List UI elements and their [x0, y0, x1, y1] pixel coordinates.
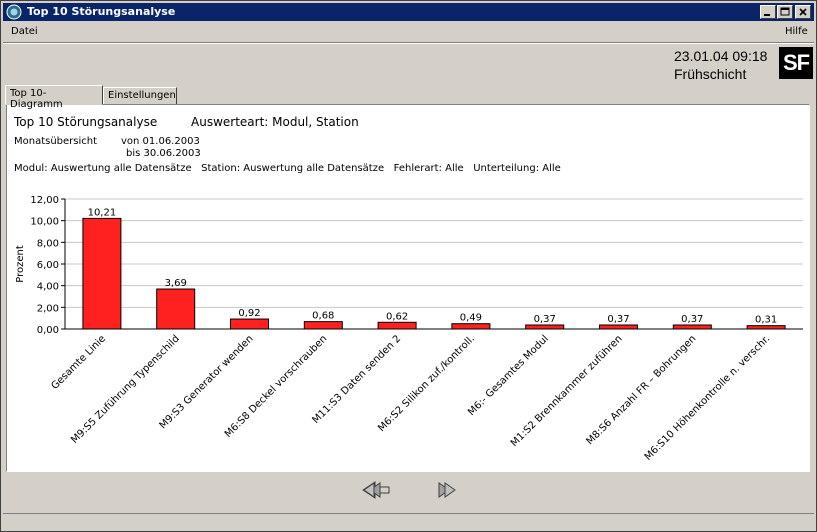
y-tick-label: 0,00 [37, 325, 59, 336]
minimize-icon [764, 14, 770, 16]
title-bar[interactable]: Top 10 Störungsanalyse [3, 3, 814, 21]
maximize-button[interactable] [777, 5, 793, 19]
evaluation-type: Auswerteart: Modul, Station [191, 115, 359, 129]
menu-help[interactable]: Hilfe [785, 26, 808, 37]
menu-bar: Datei Hilfe [3, 23, 814, 41]
bar-value-label: 0,68 [312, 311, 334, 322]
x-category-label: M6:S10 Höhenkontrolle n. verschr. [643, 333, 772, 462]
tab-top10-diagram[interactable]: Top 10-Diagramm [5, 85, 103, 110]
navigation-bar [3, 475, 814, 515]
shift-text: Frühschicht [674, 66, 747, 82]
status-bar [3, 513, 814, 530]
bar [230, 318, 269, 330]
bar-chart: Prozent 0,00 2,00 4,00 6,00 8,00 10,00 12,00 10,… [15, 195, 803, 463]
diagram-panel: Top 10 Störungsanalyse Auswerteart: Modu… [6, 104, 810, 472]
period-label: Monatsübersicht [14, 136, 98, 147]
bar [82, 217, 122, 330]
filter-summary: Modul: Auswertung alle Datensätze Statio… [14, 163, 561, 174]
maximize-icon [780, 7, 790, 16]
bar [451, 323, 491, 330]
bar [525, 324, 565, 330]
y-tick-label: 4,00 [37, 282, 59, 293]
x-category-label: M6:- Gesamtes Modul [466, 333, 551, 418]
bar [156, 288, 196, 330]
bar-value-label: 0,92 [238, 308, 260, 319]
y-tick-label: 6,00 [37, 260, 59, 271]
bar [672, 324, 712, 330]
app-icon [6, 4, 22, 20]
tab-settings[interactable]: Einstellungen [103, 87, 177, 105]
datetime-display: 23.01.04 09:18 Frühschicht [674, 47, 767, 83]
y-tick-label: 8,00 [37, 238, 59, 249]
bar [377, 321, 417, 330]
bar [599, 324, 638, 330]
datetime-text: 23.01.04 09:18 [674, 48, 768, 64]
y-axis-label: Prozent [15, 245, 26, 283]
y-tick-label: 2,00 [37, 303, 59, 314]
y-tick-label: 10,00 [30, 217, 59, 228]
bar-value-label: 10,21 [88, 207, 117, 218]
next-button[interactable] [427, 479, 459, 501]
report-title: Top 10 Störungsanalyse [14, 115, 158, 129]
company-logo: SF [779, 47, 813, 79]
period-from: von 01.06.2003 [121, 136, 200, 147]
close-icon [799, 8, 807, 16]
minimize-button[interactable] [760, 5, 776, 19]
bar [746, 325, 786, 330]
window-title: Top 10 Störungsanalyse [27, 5, 176, 18]
y-tick-label: 12,00 [30, 195, 59, 206]
bar-value-label: 0,37 [534, 314, 556, 325]
bar-value-label: 0,49 [460, 313, 482, 324]
close-button[interactable] [795, 5, 811, 19]
menu-file[interactable]: Datei [11, 26, 38, 37]
previous-button[interactable] [360, 479, 392, 501]
tab-label: Einstellungen [108, 90, 176, 101]
x-category-label: Gesamte Linie [49, 333, 108, 392]
bar-value-label: 3,69 [165, 278, 187, 289]
bar-value-label: 0,31 [755, 315, 777, 326]
menu-divider [3, 42, 814, 44]
bar-value-label: 0,37 [681, 314, 703, 325]
next-icon [438, 482, 456, 498]
tab-label: Top 10-Diagramm [10, 88, 63, 110]
bar-value-label: 0,37 [607, 314, 629, 325]
bar [303, 321, 343, 330]
period-to: bis 30.06.2003 [126, 148, 201, 159]
previous-icon [362, 481, 390, 499]
bar-value-label: 0,62 [386, 311, 408, 322]
